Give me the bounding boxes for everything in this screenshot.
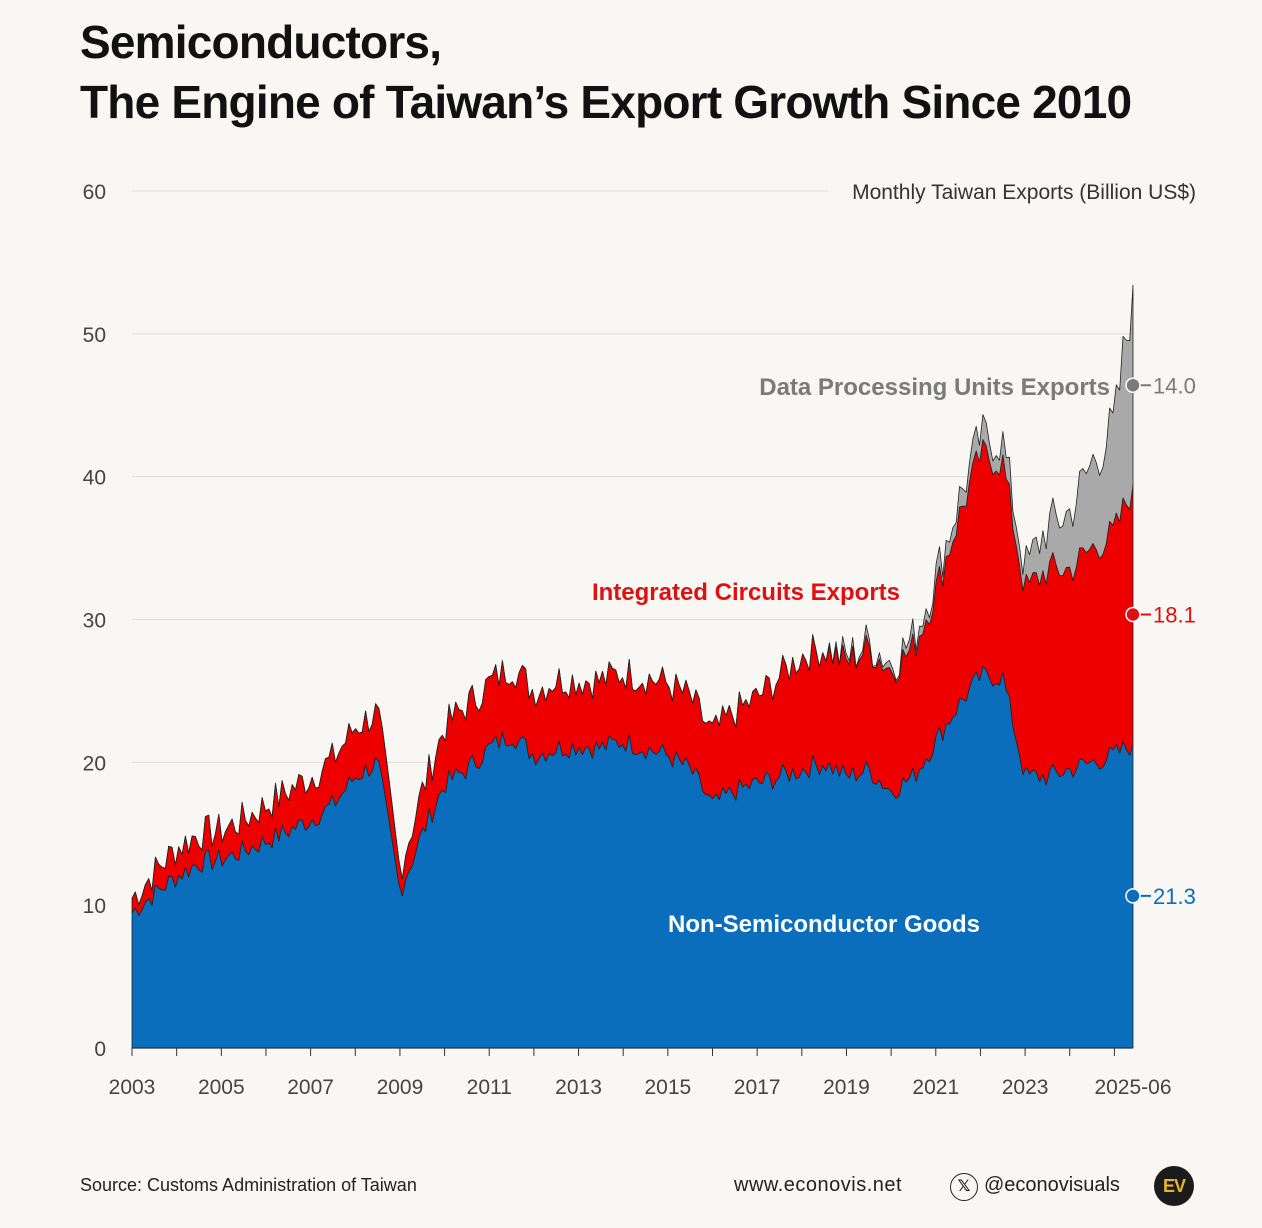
x-tick-label: 2025-06 (1094, 1076, 1171, 1099)
x-tick-label: 2003 (109, 1076, 156, 1099)
y-tick-label: 20 (83, 752, 106, 775)
series-label-integrated-circuits: Integrated Circuits Exports (592, 579, 900, 606)
x-tick-label: 2005 (198, 1076, 245, 1099)
x-tick-label: 2021 (912, 1076, 959, 1099)
source-note: Source: Customs Administration of Taiwan (80, 1175, 417, 1195)
x-tick-label: 2015 (644, 1076, 691, 1099)
end-value-label: 21.3 (1153, 884, 1196, 909)
chart-subtitle: Monthly Taiwan Exports (Billion US$) (852, 181, 1196, 204)
end-marker-dot (1125, 888, 1141, 904)
end-marker-data-processing: 14.0 (1125, 373, 1196, 398)
series-labels: Monthly Taiwan Exports (Billion US$) Dat… (592, 181, 1196, 938)
website-link[interactable]: www.econovis.net (734, 1174, 903, 1196)
x-tick-label: 2009 (377, 1076, 424, 1099)
y-tick-label: 10 (83, 895, 106, 918)
chart-title-line-2: The Engine of Taiwan’s Export Growth Sin… (80, 76, 1132, 128)
chart-title: Semiconductors, The Engine of Taiwan’s E… (80, 12, 1132, 132)
series-label-non-semiconductor: Non-Semiconductor Goods (668, 911, 980, 938)
y-tick-label: 60 (83, 181, 106, 204)
end-marker-dot (1125, 606, 1141, 623)
x-logo-icon: 𝕏 (950, 1173, 978, 1201)
x-tick-label: 2019 (823, 1076, 870, 1099)
x-tick-label: 2013 (555, 1076, 602, 1099)
y-tick-label: 0 (94, 1038, 106, 1061)
x-tick-label: 2007 (287, 1076, 334, 1099)
end-value-label: 18.1 (1153, 603, 1196, 628)
econovis-logo: EV (1154, 1166, 1194, 1206)
end-value-markers: 21.3 18.1 14.0 (1125, 373, 1196, 909)
y-tick-label: 40 (83, 467, 106, 490)
x-tick-label: 2011 (467, 1076, 512, 1099)
series-label-data-processing: Data Processing Units Exports (759, 374, 1110, 401)
x-tick-label: 2017 (734, 1076, 781, 1099)
end-marker-non-semiconductor: 21.3 (1125, 884, 1196, 909)
chart-title-line-1: Semiconductors, (80, 16, 442, 68)
y-tick-label: 30 (83, 610, 106, 633)
y-tick-label: 50 (83, 324, 106, 347)
x-tick-label: 2023 (1002, 1076, 1049, 1099)
end-marker-dot (1125, 377, 1141, 394)
end-marker-integrated-circuits: 18.1 (1125, 603, 1196, 628)
axes: 0 10 20 30 40 50 60 2003 2005 2007 2009 2011 2013 201… (83, 181, 1172, 1099)
end-value-label: 14.0 (1153, 373, 1196, 398)
social-handle[interactable]: @econovisuals (984, 1174, 1120, 1196)
